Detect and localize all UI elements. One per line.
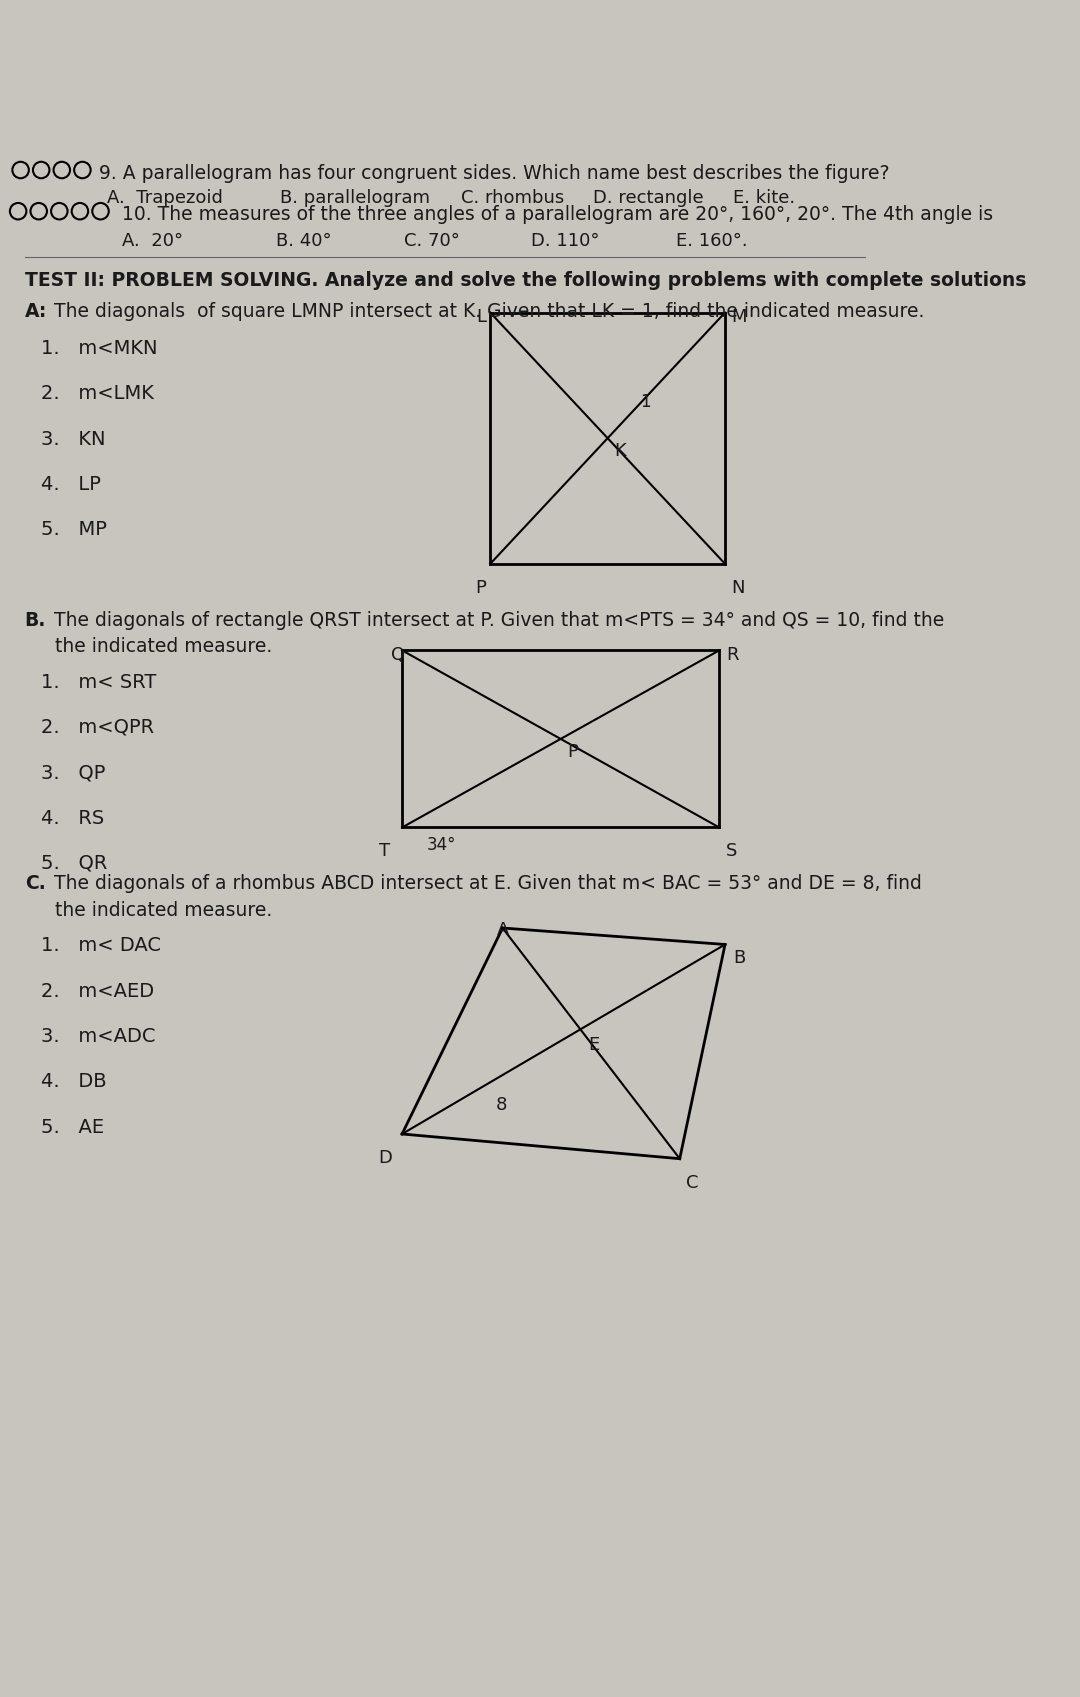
Text: N: N (731, 579, 745, 597)
Text: E. kite.: E. kite. (733, 188, 795, 207)
Text: L: L (476, 309, 486, 326)
Text: 4.   RS: 4. RS (41, 808, 105, 828)
Text: The diagonals of rectangle QRST intersect at P. Given that m<PTS = 34° and QS = : The diagonals of rectangle QRST intersec… (54, 611, 944, 630)
Text: E. 160°.: E. 160°. (676, 232, 747, 249)
Text: 10. The measures of the three angles of a parallelogram are 20°, 160°, 20°. The : 10. The measures of the three angles of … (122, 205, 994, 224)
Text: 4.   LP: 4. LP (41, 475, 102, 494)
Text: 4.   DB: 4. DB (41, 1073, 107, 1091)
Text: B. parallelogram: B. parallelogram (280, 188, 430, 207)
Text: Q: Q (391, 647, 405, 664)
Text: 5.   AE: 5. AE (41, 1118, 105, 1137)
Text: The diagonals  of square LMNP intersect at K. Given that LK = 1, find the indica: The diagonals of square LMNP intersect a… (54, 302, 923, 321)
Text: 8: 8 (496, 1096, 507, 1115)
Text: 9. A parallelogram has four congruent sides. Which name best describes the figur: 9. A parallelogram has four congruent si… (99, 165, 889, 183)
Text: 2.   m<AED: 2. m<AED (41, 981, 154, 1001)
Text: M: M (731, 309, 747, 326)
Text: 34°: 34° (427, 835, 456, 854)
Text: 1: 1 (640, 394, 651, 411)
Text: TEST II: PROBLEM SOLVING. Analyze and solve the following problems with complete: TEST II: PROBLEM SOLVING. Analyze and so… (25, 272, 1026, 290)
Text: B. 40°: B. 40° (276, 232, 332, 249)
Text: B.: B. (25, 611, 46, 630)
Text: 2.   m<QPR: 2. m<QPR (41, 718, 154, 736)
Text: the indicated measure.: the indicated measure. (25, 901, 272, 920)
Text: P: P (475, 579, 486, 597)
Text: C: C (686, 1174, 699, 1191)
Text: 1.   m< SRT: 1. m< SRT (41, 672, 157, 692)
Text: 3.   m<ADC: 3. m<ADC (41, 1027, 156, 1045)
Text: D: D (378, 1149, 392, 1168)
Text: The diagonals of a rhombus ABCD intersect at E. Given that m< BAC = 53° and DE =: The diagonals of a rhombus ABCD intersec… (54, 874, 921, 893)
Text: the indicated measure.: the indicated measure. (25, 636, 272, 657)
Text: S: S (726, 842, 738, 860)
Text: 3.   QP: 3. QP (41, 764, 106, 782)
Text: D. rectangle: D. rectangle (593, 188, 704, 207)
Text: T: T (379, 842, 390, 860)
Text: A: A (497, 921, 509, 940)
Text: B: B (733, 949, 745, 967)
Text: 1.   m<MKN: 1. m<MKN (41, 339, 158, 358)
Text: 3.   KN: 3. KN (41, 429, 106, 448)
Text: A.  Trapezoid: A. Trapezoid (107, 188, 222, 207)
Text: P: P (567, 743, 578, 760)
Text: 2.   m<LMK: 2. m<LMK (41, 384, 154, 404)
Text: A:: A: (25, 302, 48, 321)
Text: E: E (589, 1035, 599, 1054)
Text: 5.   QR: 5. QR (41, 854, 108, 872)
Text: K: K (615, 443, 626, 460)
Text: A.  20°: A. 20° (122, 232, 184, 249)
Text: R: R (726, 647, 739, 664)
Text: 1.   m< DAC: 1. m< DAC (41, 937, 161, 955)
Text: D. 110°: D. 110° (531, 232, 599, 249)
Text: 5.   MP: 5. MP (41, 521, 107, 540)
Text: C. rhombus: C. rhombus (461, 188, 565, 207)
Text: C. 70°: C. 70° (404, 232, 460, 249)
Text: C.: C. (25, 874, 45, 893)
